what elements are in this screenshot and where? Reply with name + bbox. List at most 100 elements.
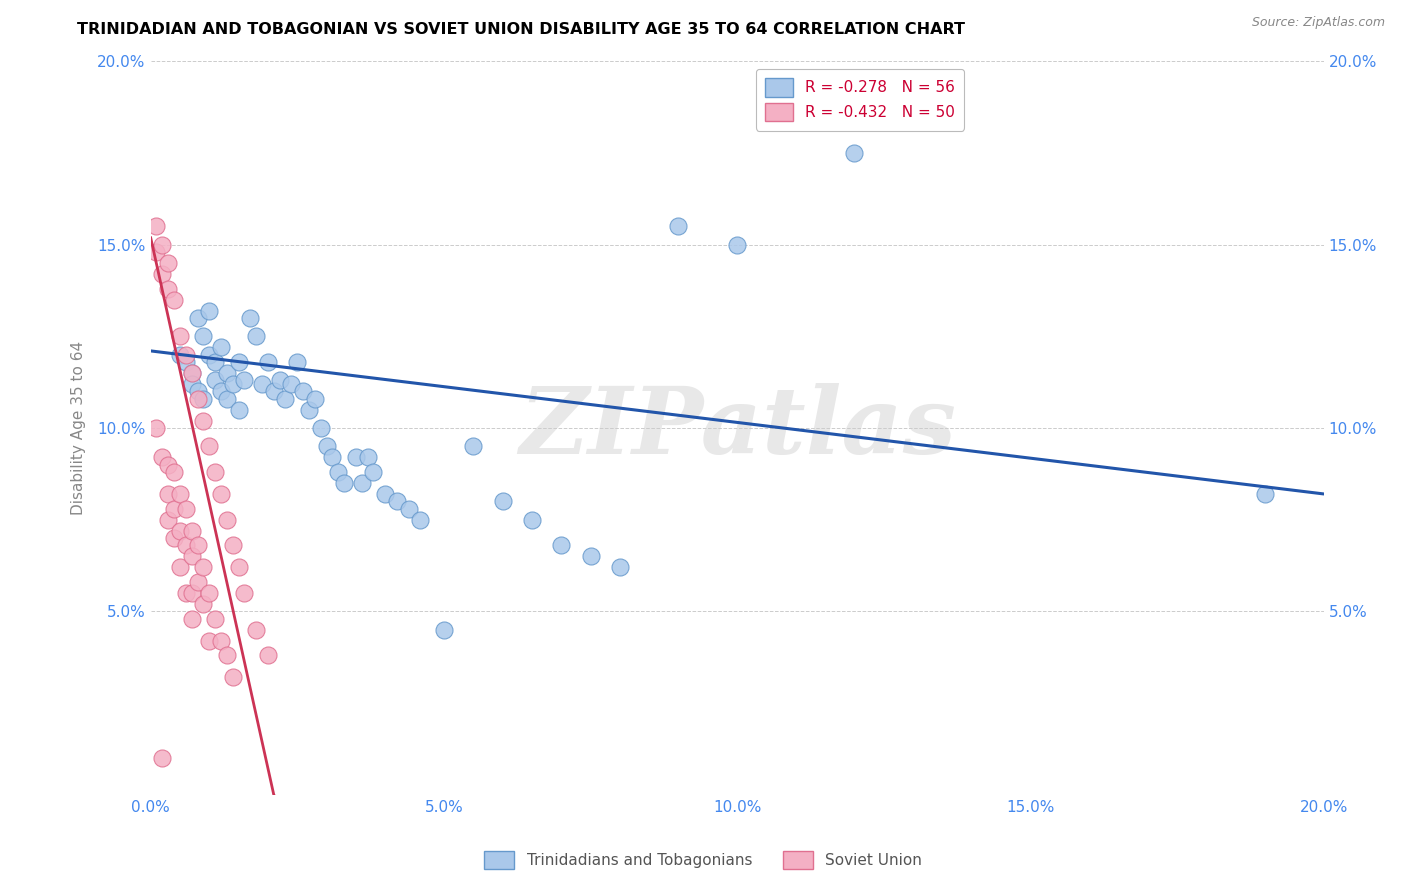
Point bbox=[174, 501, 197, 516]
Point bbox=[398, 501, 420, 516]
Point bbox=[150, 267, 173, 281]
Point bbox=[169, 524, 191, 538]
Point bbox=[157, 487, 180, 501]
Point bbox=[163, 293, 186, 307]
Legend: Trinidadians and Tobagonians, Soviet Union: Trinidadians and Tobagonians, Soviet Uni… bbox=[478, 845, 928, 875]
Point bbox=[520, 513, 543, 527]
Point bbox=[163, 501, 186, 516]
Point bbox=[350, 475, 373, 490]
Point bbox=[157, 458, 180, 472]
Point bbox=[150, 237, 173, 252]
Point bbox=[285, 355, 308, 369]
Point bbox=[328, 465, 350, 479]
Point bbox=[215, 648, 238, 663]
Point bbox=[263, 384, 285, 399]
Point bbox=[228, 560, 250, 574]
Point bbox=[186, 538, 208, 552]
Y-axis label: Disability Age 35 to 64: Disability Age 35 to 64 bbox=[72, 341, 86, 515]
Text: ZIPatlas: ZIPatlas bbox=[519, 383, 956, 473]
Point bbox=[204, 612, 226, 626]
Point bbox=[222, 376, 245, 391]
Point bbox=[174, 355, 197, 369]
Point bbox=[186, 310, 208, 325]
Point bbox=[844, 145, 866, 160]
Point bbox=[344, 450, 367, 465]
Point bbox=[157, 281, 180, 295]
Point bbox=[215, 392, 238, 406]
Point bbox=[169, 560, 191, 574]
Point bbox=[180, 366, 202, 380]
Point bbox=[150, 450, 173, 465]
Point bbox=[245, 623, 267, 637]
Point bbox=[668, 219, 690, 234]
Point bbox=[215, 366, 238, 380]
Point bbox=[198, 586, 221, 600]
Point bbox=[193, 329, 215, 343]
Point bbox=[233, 586, 256, 600]
Point bbox=[374, 487, 396, 501]
Point bbox=[204, 355, 226, 369]
Point bbox=[209, 340, 232, 354]
Point bbox=[145, 421, 167, 435]
Point bbox=[333, 475, 356, 490]
Point bbox=[304, 392, 326, 406]
Point bbox=[321, 450, 343, 465]
Point bbox=[204, 465, 226, 479]
Point bbox=[1254, 487, 1277, 501]
Point bbox=[150, 751, 173, 765]
Point bbox=[315, 439, 337, 453]
Point bbox=[186, 392, 208, 406]
Point bbox=[356, 450, 378, 465]
Point bbox=[186, 384, 208, 399]
Point bbox=[209, 487, 232, 501]
Point bbox=[180, 376, 202, 391]
Point bbox=[157, 256, 180, 270]
Point bbox=[222, 670, 245, 684]
Point bbox=[550, 538, 572, 552]
Point bbox=[174, 538, 197, 552]
Point bbox=[269, 373, 291, 387]
Point bbox=[198, 347, 221, 361]
Point bbox=[163, 465, 186, 479]
Point bbox=[579, 549, 602, 564]
Point bbox=[257, 648, 280, 663]
Point bbox=[233, 373, 256, 387]
Point bbox=[491, 494, 513, 508]
Point bbox=[169, 329, 191, 343]
Point bbox=[174, 586, 197, 600]
Point bbox=[409, 513, 432, 527]
Point bbox=[725, 237, 748, 252]
Point bbox=[163, 531, 186, 545]
Point bbox=[198, 439, 221, 453]
Point bbox=[145, 219, 167, 234]
Point bbox=[193, 597, 215, 611]
Point bbox=[198, 303, 221, 318]
Point bbox=[180, 549, 202, 564]
Point bbox=[215, 513, 238, 527]
Point bbox=[228, 355, 250, 369]
Point bbox=[228, 402, 250, 417]
Point bbox=[180, 612, 202, 626]
Point bbox=[169, 487, 191, 501]
Point bbox=[180, 586, 202, 600]
Point bbox=[180, 524, 202, 538]
Point bbox=[292, 384, 315, 399]
Legend: R = -0.278   N = 56, R = -0.432   N = 50: R = -0.278 N = 56, R = -0.432 N = 50 bbox=[756, 69, 965, 130]
Point bbox=[250, 376, 273, 391]
Point bbox=[204, 373, 226, 387]
Point bbox=[385, 494, 408, 508]
Point bbox=[257, 355, 280, 369]
Point bbox=[609, 560, 631, 574]
Point bbox=[280, 376, 302, 391]
Point bbox=[169, 347, 191, 361]
Point bbox=[463, 439, 485, 453]
Point bbox=[298, 402, 321, 417]
Point bbox=[193, 392, 215, 406]
Text: Source: ZipAtlas.com: Source: ZipAtlas.com bbox=[1251, 16, 1385, 29]
Point bbox=[157, 513, 180, 527]
Point bbox=[209, 384, 232, 399]
Point bbox=[193, 414, 215, 428]
Point bbox=[363, 465, 385, 479]
Point bbox=[245, 329, 267, 343]
Point bbox=[198, 633, 221, 648]
